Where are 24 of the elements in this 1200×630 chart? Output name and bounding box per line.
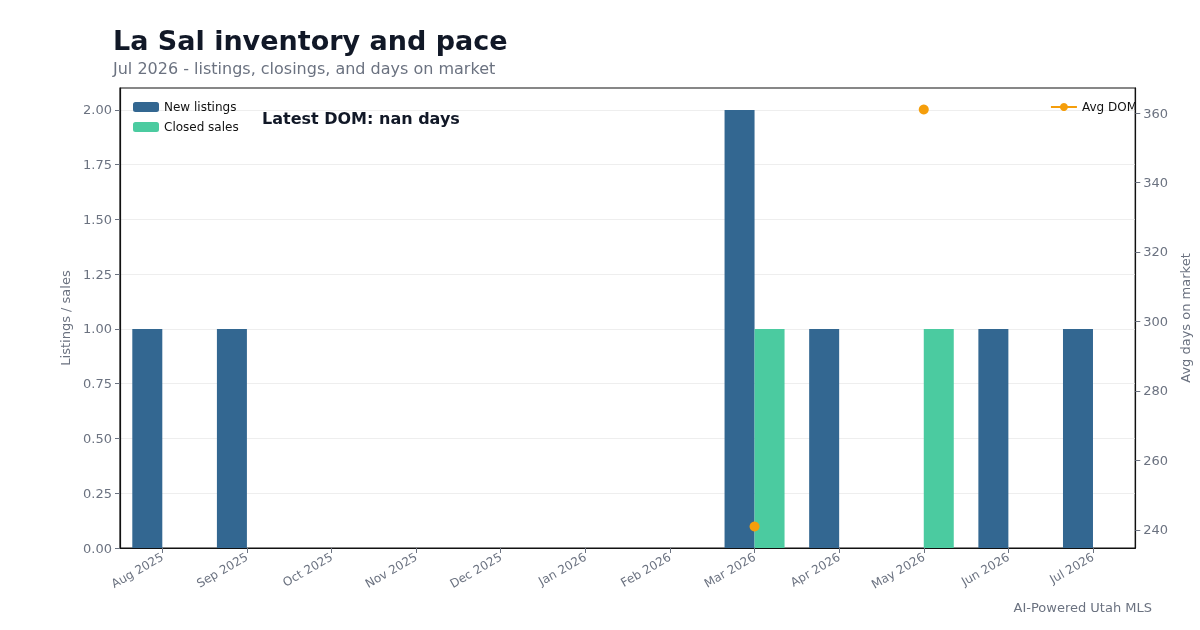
y2-tick-label: 260	[1143, 452, 1169, 468]
y-tick-label: 1.25	[83, 266, 112, 282]
y-tick-label: 1.50	[83, 211, 112, 227]
text: AI-Powered Utah MLS	[1013, 600, 1152, 615]
y2-tick-label: 280	[1143, 383, 1169, 399]
legend-label: New listings	[164, 100, 237, 114]
y-tick-label: 0.50	[83, 430, 112, 446]
chart-title: La Sal inventory and pace	[113, 25, 508, 56]
y2-tick-label: 360	[1143, 105, 1169, 121]
y2-tick-label: 240	[1143, 522, 1169, 538]
chart-subtitle: Jul 2026 - listings, closings, and days on market	[112, 58, 496, 78]
y2-tick-label: 340	[1143, 175, 1169, 190]
y-tick-label: 0.25	[83, 485, 112, 501]
y2-tick-label: 300	[1143, 313, 1169, 329]
y2-tick-label: 320	[1143, 244, 1169, 260]
y-tick-label: 2.00	[83, 102, 112, 118]
y-tick-label: 1.00	[83, 321, 112, 337]
y-tick-label: 0.75	[83, 376, 112, 392]
y-tick-label: 1.75	[83, 157, 112, 173]
y2-axis-title: Avg days on market	[1178, 253, 1193, 383]
y-tick-label: 0.00	[83, 540, 112, 556]
legend-label: Closed sales	[164, 120, 239, 134]
y-axis-title: Listings / sales	[58, 270, 73, 366]
annotation: Latest DOM: nan days	[262, 108, 460, 128]
